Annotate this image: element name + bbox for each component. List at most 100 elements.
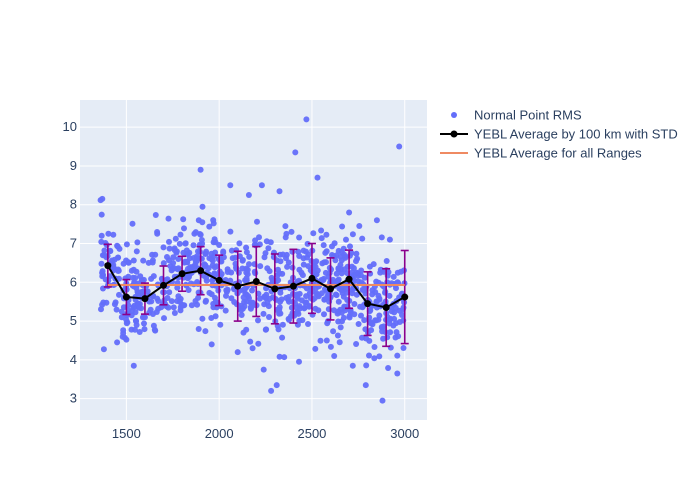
scatter-point [330, 328, 337, 335]
scatter-point [276, 310, 283, 317]
scatter-point [153, 309, 160, 315]
scatter-point [246, 261, 252, 268]
scatter-point [191, 230, 198, 237]
scatter-point [228, 247, 235, 254]
scatter-point [199, 203, 206, 210]
scatter-point [358, 312, 364, 319]
scatter-point [171, 310, 178, 316]
scatter-point [320, 275, 327, 282]
average-line[interactable] [104, 262, 409, 312]
scatter-point [255, 340, 262, 347]
scatter-point [188, 302, 195, 309]
scatter-point [400, 345, 407, 351]
legend[interactable]: Normal Point RMS YEBL Average by 100 km w… [440, 108, 678, 161]
scatter-point [165, 215, 172, 222]
scatter-point [241, 299, 248, 305]
y-tick-label: 6 [70, 274, 77, 289]
scatter-point [346, 314, 353, 321]
scatter-point [371, 355, 378, 362]
scatter-point [134, 239, 141, 246]
scatter-point [386, 292, 393, 299]
scatter-point [323, 337, 330, 344]
scatter-point [264, 299, 271, 306]
scatter-point [306, 303, 313, 309]
average-marker [252, 278, 260, 286]
scatter-point [148, 298, 155, 305]
scatter-point [243, 269, 250, 276]
scatter-point [101, 247, 108, 254]
scatter-point [208, 341, 215, 348]
scatter-point [349, 269, 356, 276]
average-marker [364, 300, 372, 308]
scatter-point [161, 315, 167, 322]
average-marker [197, 267, 205, 275]
scatter-point [254, 218, 260, 225]
scatter-point [170, 254, 177, 261]
scatter-point [111, 301, 118, 308]
average-marker [345, 275, 353, 283]
scatter-point [359, 304, 366, 311]
scatter-point [335, 276, 342, 283]
scatter-point [229, 255, 236, 262]
scatter-point [276, 353, 283, 360]
scatter-point [371, 344, 378, 350]
scatter-point [130, 266, 137, 273]
scatter-point [133, 285, 140, 292]
scatter-point [140, 276, 147, 283]
scatter-point [210, 220, 217, 227]
scatter-point [164, 295, 171, 301]
scatter-point [129, 220, 136, 227]
scatter-point [394, 370, 401, 377]
tick-labels: 1500 2000 2500 3000 3 4 5 6 7 8 9 10 [63, 119, 420, 441]
scatter-point [116, 291, 122, 298]
scatter-point [396, 143, 403, 150]
scatter-point [113, 306, 120, 313]
scatter-point [252, 237, 259, 244]
scatter-point [248, 303, 255, 310]
scatter-point [296, 358, 302, 365]
scatter-point [199, 219, 206, 226]
scatter-point [318, 235, 325, 242]
scatter-point [260, 310, 267, 317]
scatter-point [154, 295, 161, 302]
scatter-point [293, 304, 300, 311]
scatter-point [128, 308, 135, 315]
scatter-point [154, 229, 161, 235]
scatter-point [174, 284, 181, 291]
scatter-point [361, 317, 368, 324]
scatter-point [234, 349, 241, 356]
scatter-point [197, 166, 204, 173]
scatter-point [120, 260, 127, 267]
scatter-point [123, 241, 130, 248]
scatter-point [321, 311, 327, 318]
scatter-point [177, 295, 184, 302]
scatter-point [353, 291, 360, 298]
scatter-point [177, 231, 184, 238]
scatter-point [227, 228, 234, 235]
scatter-point [211, 270, 218, 277]
scatter-point [175, 256, 182, 262]
scatter-point [170, 304, 177, 311]
scatter-point [286, 316, 292, 323]
scatter-point [353, 269, 360, 276]
scatter-point [330, 276, 336, 283]
scatter-point [208, 291, 215, 298]
scatter-point [123, 320, 130, 327]
scatter-point [262, 295, 269, 302]
scatter-point [384, 334, 391, 341]
scatter-point [203, 297, 209, 304]
scatter-point [133, 248, 140, 255]
scatter-point [359, 334, 365, 341]
scatter-point [336, 339, 343, 346]
scatter-point [223, 292, 229, 299]
scatter-point [294, 293, 301, 300]
scatter-point [166, 238, 172, 245]
scatter-point [265, 245, 272, 252]
y-tick-label: 5 [70, 313, 77, 328]
scatter-point [387, 329, 394, 336]
scatter-point [333, 292, 340, 299]
scatter-point [313, 258, 320, 265]
scatter-point [141, 320, 147, 327]
scatter-point [356, 223, 363, 229]
scatter-point [283, 255, 289, 262]
